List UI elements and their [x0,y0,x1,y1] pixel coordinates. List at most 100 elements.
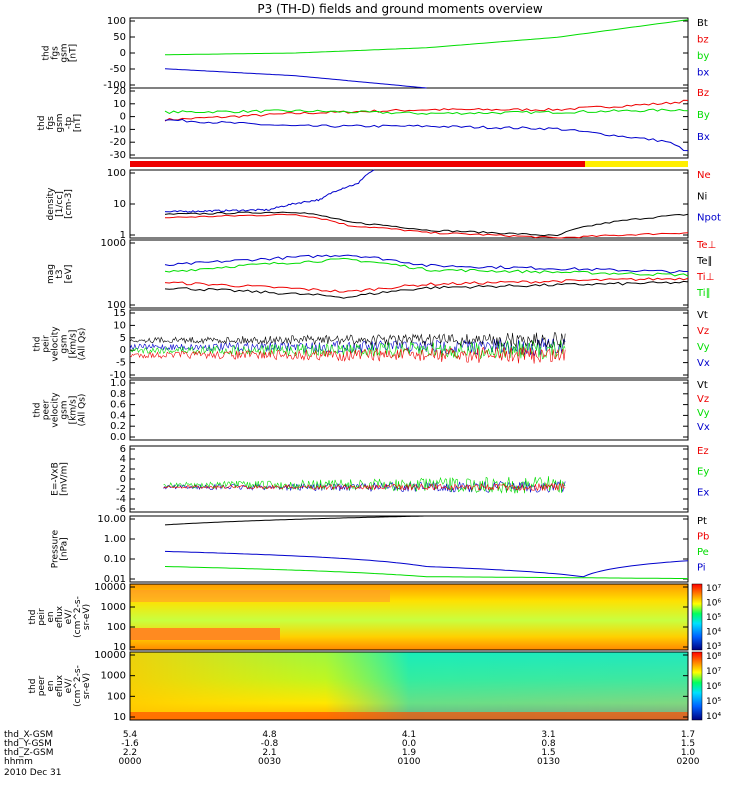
y-axis-label: peir [42,335,52,353]
panel-pressure: 10.00 1.00 0.10 0.01 Pressure [nPa] Pt Pb Pe Pi [51,514,710,585]
y-axis-label: thd [28,610,38,625]
footer-value: 0000 [119,757,142,767]
colorbar-label: 10⁵ [706,613,721,623]
panel-frame [129,309,689,379]
y-axis-label: eV/ [64,609,74,625]
y-axis-label: [cm-3] [64,189,74,219]
y-tick-label: 2 [120,464,126,475]
y-tick-label: -10 [110,124,126,135]
legend-entry: Ni [697,191,707,202]
y-tick-label: 100 [107,300,126,311]
footer-value: 0.0 [402,739,417,749]
legend-entry: Vz [697,326,709,337]
y-tick-label: 1.0 [110,378,126,389]
y-tick-label: 10000 [94,650,126,661]
y-tick-label: 10 [113,712,126,723]
colorbar-label: 10⁷ [706,667,721,677]
legend-entry: Vt [697,380,708,391]
series-line-fgs-gsm-lo-3 [164,108,689,115]
panel-frame [129,239,689,309]
y-axis-label: [km/s] [69,330,79,359]
footer-row-label: hhmm [4,757,33,767]
y-tick-label: -5 [116,358,126,369]
panel-frame [129,515,689,583]
panel-frame [129,445,689,513]
y-axis-label: (All Qs) [78,328,88,361]
footer-value: 5.4 [123,730,138,740]
colorbar-label: 10⁷ [706,584,721,594]
footer-value: 2.2 [123,748,137,758]
footer-root: thd_X-GSM 5.4 4.8 4.1 3.1 1.7 thd_Y-GSM -1.6 -0.… [4,730,700,778]
noise-trace [130,339,566,360]
y-tick-label: 10 [113,199,126,210]
noise-trace [129,332,566,348]
y-axis-label: fgs [51,46,61,60]
series-line-pressure-14 [164,566,689,580]
y-tick-label: 10 [113,99,126,110]
spectrogram-overlay [130,652,688,720]
footer-value: 0.8 [541,739,556,749]
series-line-fgs-gsm-lo-2 [164,99,689,122]
footer-value: -0.8 [261,739,279,749]
footer-value: -1.6 [121,739,139,749]
legend-entry: Ey [697,467,709,478]
y-tick-label: 4 [120,454,126,465]
legend-entry: Vy [697,342,710,353]
y-axis-label: thd [33,337,43,352]
mode-bar-red [130,161,585,167]
panel-frame [129,379,689,441]
y-axis-label: thd [28,679,38,694]
noise-trace [163,482,566,492]
y-axis-label: (All Qs) [78,394,88,427]
legend-entry: by [697,51,709,62]
panel-peer-spec: 10⁸ 10⁷ 10⁶ 10⁵ 10⁴ 10000 1000 100 10 thd peer en ef… [28,650,721,723]
footer-value: 3.1 [541,730,555,740]
series-line-temperature-10 [164,277,689,293]
y-axis-label: en [46,611,56,622]
colorbar-label: 10³ [706,642,721,652]
legend-entry: Vx [697,358,710,369]
colorbar-label: 10⁶ [706,599,721,609]
spectrogram-hot-band [130,628,280,640]
y-tick-label: -4 [116,494,126,505]
y-axis-label: velocity [51,326,61,362]
legend-entry: By [697,110,710,121]
y-axis-label: E=-VxB [51,462,61,496]
y-axis-label: [nT] [73,114,83,132]
y-axis-label: Pressure [51,529,61,568]
y-tick-label: 10 [113,320,126,331]
y-tick-label: 0 [120,474,126,485]
panel-peir-spec: 10⁷ 10⁶ 10⁵ 10⁴ 10³ 10000 1000 100 10 thd peir en ef… [28,582,721,653]
y-axis-label: gsm [55,113,65,132]
y-tick-label: -20 [110,137,126,148]
footer-date: 2010 Dec 31 [4,768,62,778]
series-line-pressure-12 [164,515,427,526]
legend-entry: Pe [697,547,709,558]
spectrogram-low-band [130,712,688,720]
y-tick-label: 0 [120,112,126,123]
legend-entry: Pi [697,563,706,574]
y-axis-label: eV/ [64,678,74,694]
legend-entry: Bx [697,132,710,143]
y-tick-label: 0.8 [110,389,126,400]
footer-value: 4.1 [402,730,416,740]
colorbar-label: 10⁴ [706,628,721,638]
y-tick-label: 100 [107,691,126,702]
footer-value: 1.9 [402,748,417,758]
y-axis-label: [eV] [64,265,74,284]
y-axis-label: thd [37,116,47,131]
panel-frame [129,17,689,89]
figure-title: P3 (TH-D) fields and ground moments over… [257,2,542,16]
noise-trace [129,346,566,364]
y-tick-label: 0.0 [110,432,126,443]
legend-entry: Ti⊥ [696,272,714,283]
series-line-fgs-gsm-lo-4 [164,118,689,152]
footer-row-label: thd_Z-GSM [4,748,53,758]
footer-row-label: thd_X-GSM [4,730,53,740]
panel-temperature: 1000 100 mag t3 [eV] Te⊥ Te∥ Ti⊥ Ti∥ [46,238,716,311]
panel-frame [129,651,689,721]
y-axis-label: thd [33,403,43,418]
